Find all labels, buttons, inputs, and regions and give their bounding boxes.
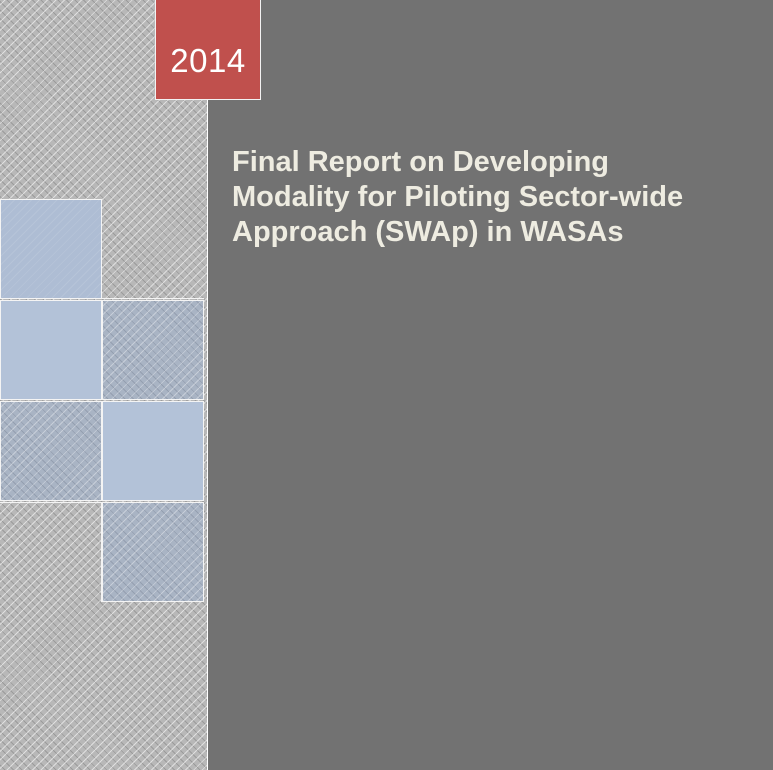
decorative-tile-textured [0, 401, 102, 501]
decorative-tile-pattern [102, 199, 204, 299]
decorative-tile-blue [0, 199, 102, 299]
decorative-tile-textured [102, 502, 204, 602]
decorative-tile-blue [102, 401, 204, 501]
report-title: Final Report on Developing Modality for … [232, 145, 752, 250]
decorative-tile-pattern [0, 502, 102, 602]
title-line: Final Report on Developing [232, 146, 610, 178]
year-badge: 2014 [155, 0, 261, 100]
title-line: Approach (SWAp) in WASAs [232, 216, 624, 248]
decorative-tile-textured [102, 300, 204, 400]
decorative-tile-blue [0, 300, 102, 400]
cover-main-panel [208, 0, 773, 770]
year-text: 2014 [170, 41, 246, 79]
title-line: Modality for Piloting Sector-wide [232, 181, 684, 213]
